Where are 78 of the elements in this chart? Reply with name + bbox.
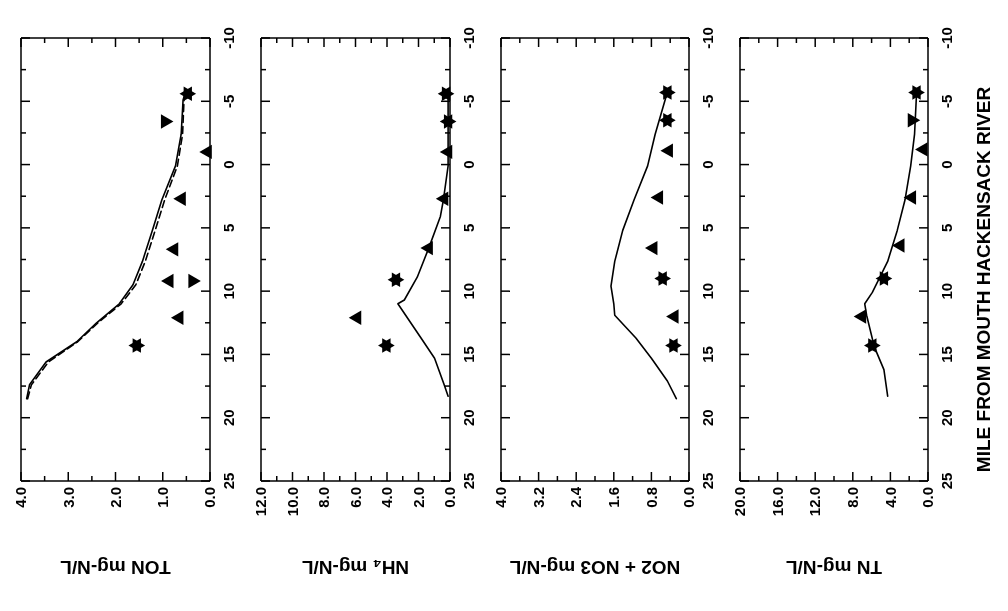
y-tick-label: 10 (220, 282, 237, 300)
y-tick-label: -5 (220, 94, 237, 108)
x-tick-label: 10.0 (283, 487, 301, 517)
x-tick-label: 4.0 (12, 487, 30, 508)
y-tick-label: 5 (220, 223, 237, 233)
x-tick-label: 4.0 (881, 487, 899, 508)
x-tick-label: 0.0 (919, 487, 937, 508)
y-tick-label: 0 (699, 160, 716, 169)
x-tick-label: 12.0 (806, 487, 824, 517)
y-tick-label: 10 (699, 282, 716, 300)
x-tick-label: 2.0 (409, 487, 427, 508)
x-tick-label: 4.0 (492, 487, 510, 508)
y-tick-label: 25 (220, 472, 237, 490)
y-tick-label: 5 (938, 223, 955, 233)
y-tick-label: 0 (220, 160, 237, 169)
point (892, 238, 905, 253)
x-tick-label: 20.0 (731, 487, 749, 517)
x-tick-label: 0.0 (201, 487, 219, 508)
point (666, 309, 679, 324)
y-tick-label: 25 (460, 472, 477, 490)
x-tick-label: 0.8 (642, 487, 660, 508)
x-tick-label: 6.0 (346, 487, 364, 508)
y-tick-label: -5 (460, 94, 477, 108)
x-tick-label: 3.2 (529, 487, 547, 508)
point (644, 240, 658, 256)
y-tick-label: 15 (699, 346, 716, 363)
x-tick-label: 2.4 (567, 486, 585, 508)
y-tick-label: 15 (220, 346, 237, 363)
point (161, 273, 174, 289)
y-tick-label: 0 (938, 160, 955, 169)
point (903, 190, 917, 205)
y-tick-label: 0 (460, 160, 477, 169)
x-tick-label: 2.0 (106, 487, 124, 508)
y-tick-label: 25 (938, 472, 955, 490)
y-tick-label: -10 (460, 27, 477, 49)
x-axis-title: NO2 + NO3 mg-N/L (509, 557, 681, 578)
y-tick-label: 25 (699, 472, 716, 490)
point (165, 242, 179, 257)
x-tick-label: 16.0 (768, 487, 786, 517)
point (170, 310, 184, 325)
y-tick-label: -5 (938, 94, 955, 108)
x-tick-label: 0.0 (441, 487, 459, 508)
y-tick-label: 20 (460, 409, 477, 427)
point (650, 190, 664, 205)
point (660, 143, 673, 158)
point (199, 144, 212, 160)
y-tick-label: -10 (220, 27, 237, 49)
y-tick-label: 20 (220, 409, 237, 427)
y-tick-label: 15 (938, 346, 955, 363)
point (348, 310, 362, 325)
x-axis-title: TON mg-N/L (59, 557, 171, 578)
y-tick-label: -5 (699, 94, 716, 108)
x-tick-label: 1.6 (605, 487, 623, 508)
x-tick-label: 1.0 (154, 487, 171, 508)
y-tick-label: -10 (699, 27, 716, 49)
point (173, 191, 186, 206)
y-axis-title: MILE FROM MOUTH HACKENSACK RIVER (973, 86, 994, 473)
point (853, 309, 867, 324)
point (435, 191, 449, 206)
point (420, 240, 433, 256)
y-tick-label: 20 (699, 409, 716, 427)
y-tick-label: 10 (938, 282, 955, 300)
point (915, 142, 928, 157)
y-tick-label: 15 (460, 346, 477, 363)
x-tick-label: 4.0 (378, 487, 396, 508)
x-tick-label: 3.0 (59, 487, 77, 508)
y-tick-label: -10 (938, 27, 955, 49)
y-tick-label: 10 (460, 282, 477, 300)
point (439, 144, 453, 160)
x-tick-label: 0.0 (680, 487, 698, 508)
x-axis-title: TN mg-N/L (785, 557, 883, 578)
x-tick-label: 8.0 (315, 487, 333, 508)
x-axis-title: NH₄ mg-N/L (301, 557, 410, 578)
y-tick-label: 5 (460, 223, 477, 233)
y-tick-label: 20 (938, 409, 955, 427)
y-tick-label: 5 (699, 223, 716, 233)
x-tick-label: 12.0 (252, 487, 270, 517)
x-tick-label: 8.0 (844, 487, 862, 508)
